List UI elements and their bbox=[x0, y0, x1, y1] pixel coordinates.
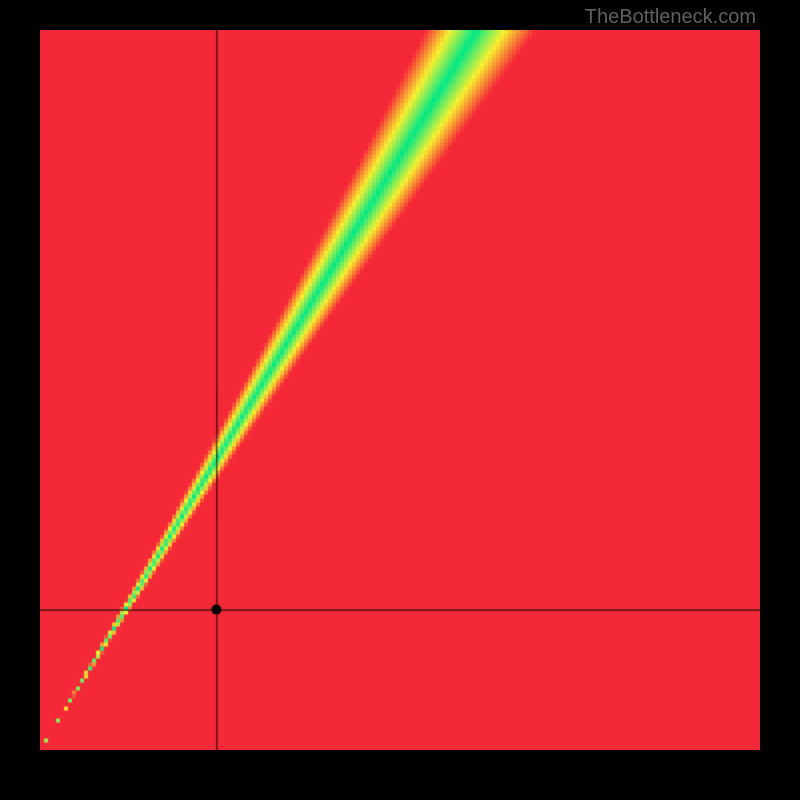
watermark-text: TheBottleneck.com bbox=[585, 6, 756, 29]
bottleneck-heatmap bbox=[40, 30, 760, 750]
chart-container: TheBottleneck.com bbox=[0, 0, 800, 800]
